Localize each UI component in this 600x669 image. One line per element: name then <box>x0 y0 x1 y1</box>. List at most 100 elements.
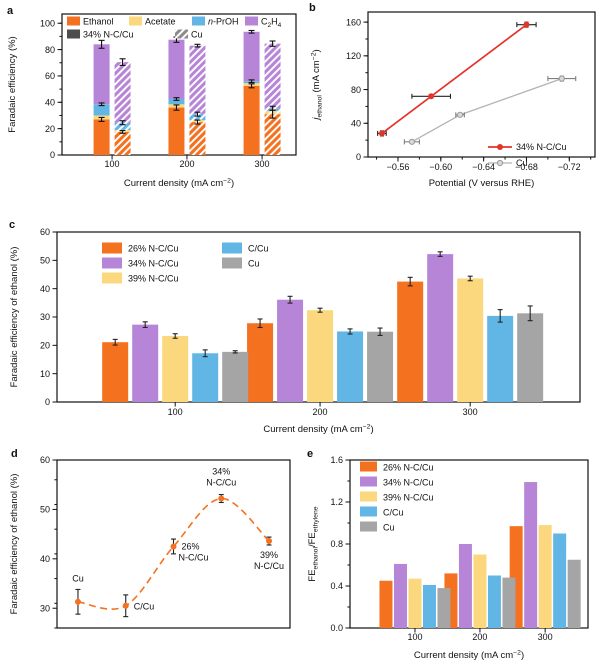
legend-label: 34% N-C/Cu <box>128 259 179 269</box>
bar-segment <box>93 119 110 155</box>
x-tick-label: −0.64 <box>472 162 495 172</box>
x-tick-label: 200 <box>179 159 194 169</box>
bar <box>517 313 544 402</box>
legend-label: Ethanol <box>83 17 114 27</box>
legend-marker <box>496 159 504 167</box>
y-tick-label: 80 <box>351 85 361 95</box>
y-tick-label: 40 <box>45 97 55 107</box>
panel-letter-a: a <box>7 5 14 17</box>
data-point <box>378 130 385 137</box>
x-tick-label: 200 <box>313 407 328 417</box>
bar-segment <box>114 122 131 130</box>
y-tick-label: 1.6 <box>330 455 343 465</box>
bar-segment <box>243 85 260 155</box>
panel-b: b 0 40 80 120 160 −0.56 −0.60 −0.64 −0.68 −0.72 Po… <box>300 0 600 205</box>
legend-swatch <box>222 242 242 254</box>
bar-segment <box>114 62 131 123</box>
bar-segment <box>93 104 110 116</box>
legend-marker <box>497 144 503 150</box>
x-tick-label: 300 <box>255 159 270 169</box>
point-label: 39% <box>260 550 278 560</box>
bar <box>397 281 424 402</box>
y-tick-label: 30 <box>40 312 50 322</box>
bar-segment <box>264 114 281 155</box>
bar <box>102 342 129 402</box>
legend-swatch <box>360 521 377 532</box>
legend-label: C/Cu <box>248 244 269 254</box>
panel-d-chart: 30 40 50 60 Faradaic efficiency of ethanol (… <box>9 455 291 629</box>
bar <box>487 315 514 402</box>
bar <box>487 575 501 628</box>
point-label: N-C/Cu <box>254 561 284 571</box>
point-label: C/Cu <box>134 601 155 611</box>
bar <box>437 588 451 628</box>
point-label: N-C/Cu <box>179 552 209 562</box>
bar <box>473 554 487 628</box>
y-axis-label: Faradaic efficiency of ethanol (%) <box>9 247 20 388</box>
bar <box>337 331 364 402</box>
point-label: 26% <box>182 541 200 551</box>
data-point <box>523 21 530 28</box>
y-tick-label: 30 <box>40 603 50 613</box>
x-tick-label: 100 <box>105 159 120 169</box>
legend-label: Cu <box>383 523 395 533</box>
y-tick-label: 60 <box>40 455 50 465</box>
panel-c: c 0 10 20 30 40 50 60 100 200 300 Current density … <box>0 205 600 440</box>
legend-swatch <box>67 29 80 39</box>
series-line <box>411 77 563 143</box>
y-tick-label: 0.8 <box>330 539 343 549</box>
x-tick-label: 300 <box>463 407 478 417</box>
panel-e-chart: 0.0 0.4 0.8 1.2 1.6 100 200 300 Current density … <box>307 455 589 661</box>
plot-frame <box>56 459 291 629</box>
x-tick-label: 100 <box>407 632 422 642</box>
legend-label: n-PrOH <box>208 17 239 27</box>
bar <box>457 278 484 402</box>
bar <box>422 584 436 628</box>
bar-segment <box>168 98 185 105</box>
y-tick-label: 10 <box>40 369 50 379</box>
panel-letter-e: e <box>307 448 314 460</box>
legend-label: Cu <box>248 259 260 269</box>
legend-swatch <box>102 272 122 284</box>
y-axis-label: jethanol (mA cm−2) <box>311 49 324 121</box>
bar <box>427 254 454 402</box>
series-line <box>381 23 527 135</box>
bar <box>162 335 189 402</box>
x-tick-label: −0.60 <box>429 162 452 172</box>
data-point <box>428 93 435 100</box>
data-point <box>122 602 129 609</box>
data-point <box>266 538 273 545</box>
y-tick-label: 0 <box>356 152 361 162</box>
panel-a-chart: 0 20 40 60 80 100 100 200 300 Current density (mA… <box>7 13 297 189</box>
bar <box>408 578 422 628</box>
x-tick-label: 200 <box>472 632 487 642</box>
x-axis-label: Current density (mA cm−2) <box>263 424 373 435</box>
bar <box>393 563 407 628</box>
bar-segment <box>168 107 185 155</box>
bar-segment <box>189 45 206 115</box>
legend-label: 26% N-C/Cu <box>383 463 434 473</box>
y-tick-label: 80 <box>45 45 55 55</box>
panel-letter-b: b <box>309 2 316 14</box>
legend-label: 34% N-C/Cu <box>516 142 567 152</box>
y-tick-label: 120 <box>346 51 361 61</box>
bar <box>458 544 472 628</box>
legend-label: Acetate <box>145 17 176 27</box>
y-axis-label: Faradaic efficiency of ethanol (%) <box>9 474 20 615</box>
panel-c-chart: 0 10 20 30 40 50 60 100 200 300 Current density (m… <box>9 227 581 435</box>
data-point <box>558 75 565 82</box>
legend-label: 34% N-C/Cu <box>83 30 134 40</box>
y-tick-label: 20 <box>45 124 55 134</box>
bar <box>222 351 249 402</box>
legend-label: 39% N-C/Cu <box>128 274 179 284</box>
legend-swatch <box>102 242 122 254</box>
plot-frame <box>367 11 596 158</box>
y-tick-label: 100 <box>40 18 55 28</box>
bar <box>553 533 567 628</box>
legend-swatch <box>360 491 377 502</box>
bar-segment <box>264 43 281 109</box>
y-tick-label: 40 <box>40 554 50 564</box>
legend-label: 39% N-C/Cu <box>383 493 434 503</box>
x-axis-label: Potential (V versus RHE) <box>429 178 535 189</box>
